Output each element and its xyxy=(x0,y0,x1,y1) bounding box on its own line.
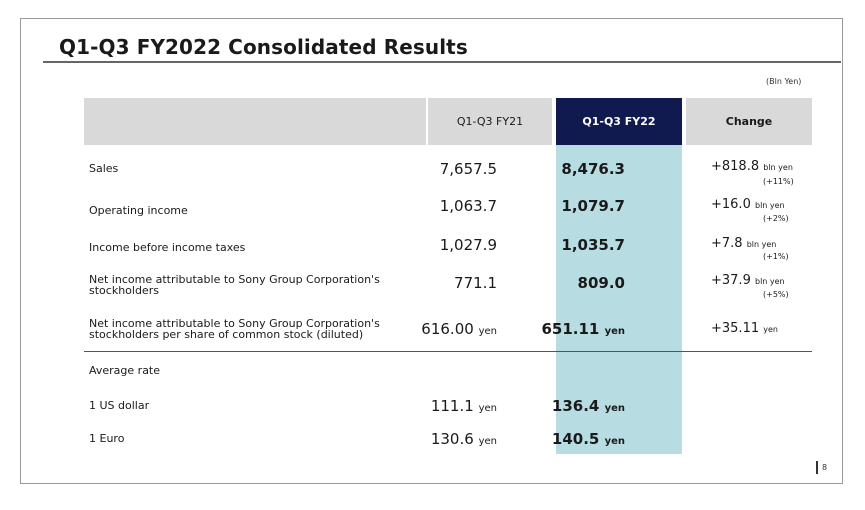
value-fy22-us-dollar: 136.4 yen xyxy=(551,397,625,415)
value-fy22-net-income: 809.0 xyxy=(577,274,625,292)
value-fy21-operating-income: 1,063.7 xyxy=(439,197,497,215)
row-label-eps-line2: stockholders per share of common stock (… xyxy=(89,328,364,341)
header-label-cell xyxy=(84,98,426,145)
row-label-euro: 1 Euro xyxy=(89,432,125,445)
change-eps: +35.11 yen xyxy=(711,321,778,336)
title-divider xyxy=(43,61,841,63)
value-fy21-eps: 616.00 yen xyxy=(421,320,497,338)
value-fy21-sales: 7,657.5 xyxy=(439,160,497,178)
change-pct-operating-income: (+2%) xyxy=(763,214,789,223)
row-label-income-before-taxes: Income before income taxes xyxy=(89,241,246,254)
value-fy22-income-before-taxes: 1,035.7 xyxy=(561,236,625,254)
average-rate-label: Average rate xyxy=(89,364,161,377)
row-label-net-income-line1: Net income attributable to Sony Group Co… xyxy=(89,273,380,286)
page-number: 8 xyxy=(816,461,827,474)
row-label-eps-line1: Net income attributable to Sony Group Co… xyxy=(89,317,380,330)
value-fy22-euro: 140.5 yen xyxy=(551,430,625,448)
value-fy22-operating-income: 1,079.7 xyxy=(561,197,625,215)
change-pct-income-before-taxes: (+1%) xyxy=(763,252,789,261)
change-sales: +818.8 bln yen xyxy=(711,159,793,174)
slide: Q1-Q3 FY2022 Consolidated Results (Bln Y… xyxy=(20,18,843,484)
change-pct-net-income: (+5%) xyxy=(763,290,789,299)
change-pct-sales: (+11%) xyxy=(763,177,794,186)
header-change: Change xyxy=(686,98,812,145)
value-fy21-euro: 130.6 yen xyxy=(430,430,497,448)
value-fy21-income-before-taxes: 1,027.9 xyxy=(439,236,497,254)
value-fy22-sales: 8,476.3 xyxy=(561,160,625,178)
change-net-income: +37.9 bln yen xyxy=(711,273,785,288)
row-label-operating-income: Operating income xyxy=(89,204,188,217)
value-fy21-us-dollar: 111.1 yen xyxy=(430,397,497,415)
header-fy21: Q1-Q3 FY21 xyxy=(428,98,552,145)
value-fy21-net-income: 771.1 xyxy=(454,274,497,292)
change-operating-income: +16.0 bln yen xyxy=(711,197,785,212)
change-income-before-taxes: +7.8 bln yen xyxy=(711,236,777,251)
header-fy22: Q1-Q3 FY22 xyxy=(556,98,682,145)
page-title: Q1-Q3 FY2022 Consolidated Results xyxy=(59,35,468,59)
value-fy22-eps: 651.11 yen xyxy=(541,320,625,338)
section-divider xyxy=(84,351,812,352)
unit-note: (Bln Yen) xyxy=(766,77,802,86)
row-label-net-income-line2: stockholders xyxy=(89,284,159,297)
row-label-us-dollar: 1 US dollar xyxy=(89,399,150,412)
row-label-sales: Sales xyxy=(89,162,119,175)
fy22-highlight-column xyxy=(556,145,682,454)
